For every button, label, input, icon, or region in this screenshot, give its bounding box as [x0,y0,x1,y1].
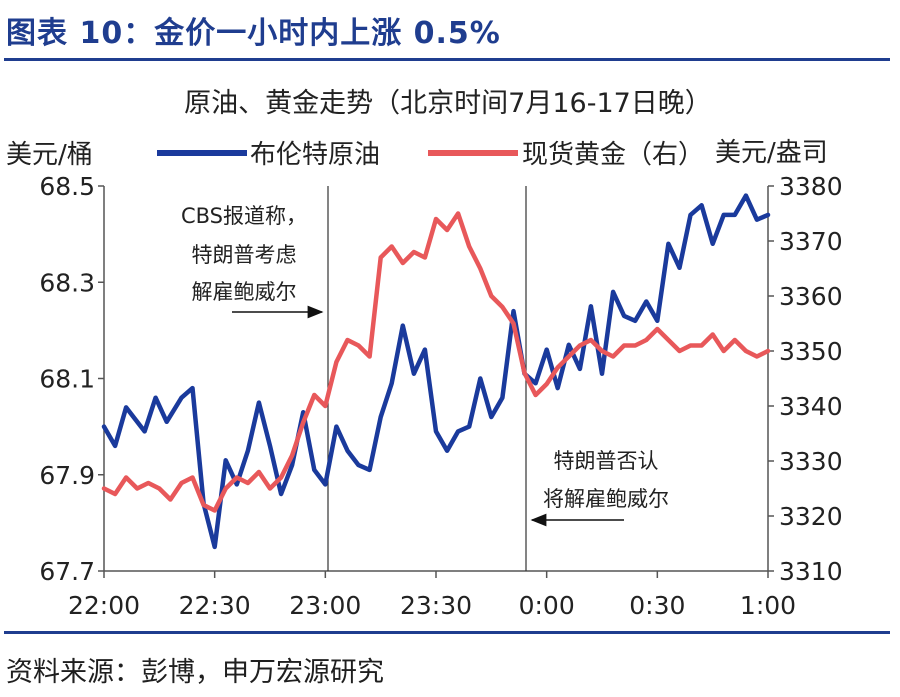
left-tick-label: 67.9 [39,461,95,490]
right-tick-label: 3320 [779,502,843,531]
right-axis-ticks: 3380 3370 3360 3350 3340 3330 3320 3310 [768,172,843,586]
legend-label-brent: 布伦特原油 [250,140,380,170]
x-tick-label: 1:00 [740,591,796,620]
left-axis-ticks: 68.5 68.3 68.1 67.9 67.7 [39,172,104,586]
right-tick-label: 3370 [779,227,843,256]
left-tick-label: 68.3 [39,268,95,297]
bottom-divider [4,631,890,634]
right-tick-label: 3310 [779,557,843,586]
x-tick-label: 0:00 [519,591,575,620]
annotation-1-line-3: 解雇鲍威尔 [192,280,297,304]
chart: 原油、黄金走势（北京时间7月16-17日晚） 美元/桶 美元/盎司 布伦特原油 … [6,88,843,620]
right-tick-label: 3350 [779,337,843,366]
x-axis-ticks: 22:00 22:30 23:00 23:30 0:00 0:30 1:00 [68,571,796,620]
x-tick-label: 22:30 [179,591,251,620]
x-tick-label: 23:30 [400,591,472,620]
right-tick-label: 3360 [779,282,843,311]
chart-title: 原油、黄金走势（北京时间7月16-17日晚） [184,88,712,119]
series-line-gold [101,211,771,513]
right-tick-label: 3340 [779,392,843,421]
annotation-2-line-2: 将解雇鲍威尔 [543,487,669,511]
left-tick-label: 67.7 [39,557,95,586]
top-divider [4,58,890,61]
x-tick-label: 23:00 [289,591,361,620]
figure-title: 图表 10：金价一小时内上涨 0.5% [6,16,501,51]
left-axis-unit: 美元/桶 [6,140,93,170]
left-tick-label: 68.1 [39,365,95,394]
annotation-1-line-2: 特朗普考虑 [192,243,297,267]
x-tick-label: 0:30 [629,591,685,620]
annotation-1-line-1: CBS报道称， [181,204,307,228]
source-note: 资料来源：彭博，申万宏源研究 [6,657,384,688]
right-axis-unit: 美元/盎司 [715,138,828,168]
left-tick-label: 68.5 [39,172,95,201]
legend-label-gold: 现货黄金（右） [522,140,704,170]
annotation-2-line-1: 特朗普否认 [554,449,659,473]
right-tick-label: 3330 [779,447,843,476]
series-line-brent [101,193,771,550]
legend: 布伦特原油 现货黄金（右） [157,140,704,170]
right-tick-label: 3380 [779,172,843,201]
x-tick-label: 22:00 [68,591,140,620]
